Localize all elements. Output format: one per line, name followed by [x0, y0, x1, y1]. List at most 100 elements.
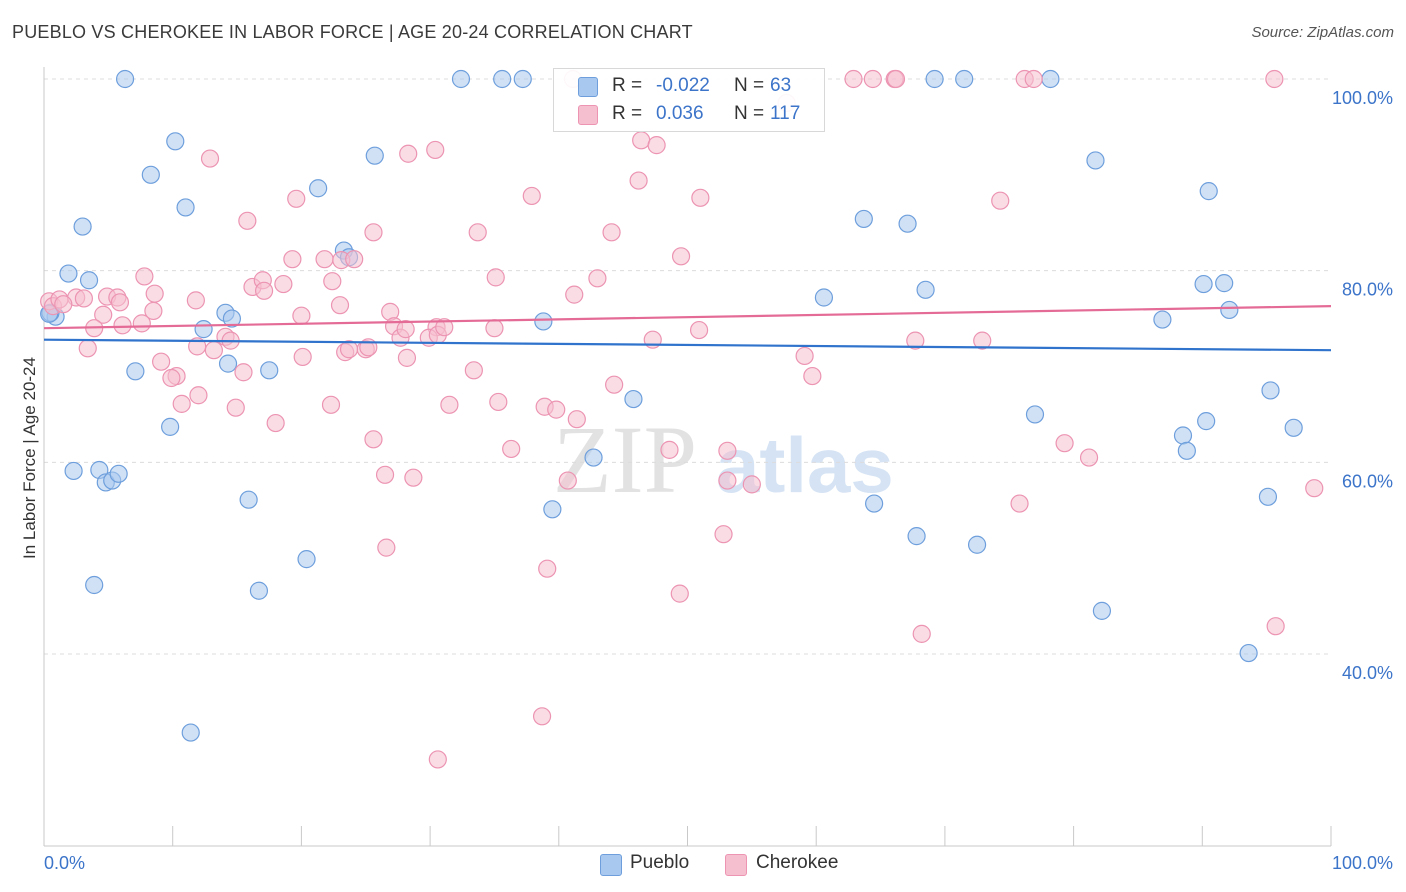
cherokee-point: [234, 363, 253, 382]
pueblo-point: [1239, 643, 1258, 663]
cherokee-point: [200, 149, 220, 168]
cherokee-point: [1024, 69, 1043, 89]
legend-r-value: -0.022: [656, 75, 710, 96]
cherokee-point: [558, 471, 577, 490]
cherokee-point: [397, 348, 417, 367]
cherokee-point: [74, 289, 93, 308]
x-ticks: [43, 826, 1332, 846]
cherokee-point: [266, 413, 285, 433]
pueblo-swatch: [578, 77, 598, 97]
pueblo-point: [126, 362, 145, 381]
pueblo-point: [249, 581, 269, 600]
watermark: ZIP atlas: [553, 406, 894, 513]
y-tick-label: 100.0%: [1332, 88, 1393, 108]
pueblo-point: [181, 723, 200, 742]
cherokee-point: [605, 375, 624, 394]
cherokee-point: [489, 392, 508, 412]
cherokee-point: [718, 441, 737, 460]
cherokee-point: [886, 69, 906, 89]
legend-r-value: 0.036: [656, 103, 704, 124]
cherokee-point: [522, 186, 541, 206]
cherokee-point: [78, 339, 97, 358]
cherokee-swatch: [578, 105, 598, 125]
cherokee-point: [1266, 617, 1285, 636]
cherokee-point: [339, 340, 359, 359]
cherokee-point: [588, 269, 607, 288]
cherokee-point: [292, 306, 311, 325]
x-tick-label-min: 0.0%: [44, 853, 85, 873]
pueblo-legend-label: Pueblo: [630, 852, 690, 873]
watermark-atlas: atlas: [716, 421, 894, 509]
legend-row-cherokee: R = 0.036 N = 117: [554, 100, 824, 128]
pueblo-point: [916, 280, 935, 299]
cherokee-point: [364, 430, 383, 449]
cherokee-point: [226, 398, 245, 417]
cherokee-point: [973, 331, 992, 350]
cherokee-point: [375, 465, 395, 484]
pueblo-point: [624, 389, 643, 409]
cherokee-point: [691, 188, 710, 207]
pueblo-point: [365, 146, 384, 165]
pueblo-point: [260, 361, 279, 380]
pueblo-point: [1153, 310, 1172, 329]
cherokee-point: [602, 223, 621, 242]
pueblo-point: [814, 288, 834, 307]
y-tick-labels: 40.0% 60.0% 80.0% 100.0%: [1332, 88, 1393, 683]
legend-r-label: R =: [612, 75, 643, 96]
cherokee-point: [718, 471, 737, 490]
pueblo-point: [513, 69, 532, 89]
cherokee-point: [1079, 448, 1099, 467]
cherokee-point: [172, 394, 191, 413]
cherokee-point: [803, 366, 822, 386]
cherokee-point: [189, 386, 208, 405]
cherokee-point: [364, 223, 383, 242]
pueblo-point: [222, 309, 242, 328]
cherokee-point: [795, 346, 814, 366]
cherokee-point: [186, 291, 205, 310]
cherokee-point: [1055, 434, 1074, 453]
cherokee-point: [547, 400, 566, 419]
pueblo-point: [534, 312, 553, 331]
pueblo-point: [309, 179, 328, 198]
pueblo-point: [1215, 274, 1234, 293]
pueblo-trend-line: [43, 338, 1332, 352]
pueblo-point: [451, 69, 471, 89]
pueblo-point: [1261, 381, 1280, 400]
cherokee-point: [283, 250, 302, 269]
cherokee-legend-label: Cherokee: [756, 852, 839, 873]
cherokee-point: [399, 144, 418, 163]
cherokee-point: [629, 171, 648, 190]
cherokee-point: [323, 272, 342, 291]
pueblo-point: [1199, 182, 1218, 201]
legend-n-value: 117: [770, 103, 801, 124]
cherokee-point: [647, 136, 666, 155]
cherokee-point: [671, 247, 691, 266]
pueblo-point: [59, 264, 78, 283]
cherokee-point: [54, 295, 73, 314]
pueblo-point: [1177, 441, 1196, 460]
cherokee-point: [345, 250, 364, 269]
cherokee-point: [1305, 479, 1324, 498]
cherokee-point: [315, 250, 334, 269]
cherokee-point: [632, 131, 651, 150]
pueblo-point: [166, 132, 185, 151]
correlation-legend: R = -0.022 N = 63 R = 0.036 N = 117: [553, 68, 825, 132]
pueblo-point: [967, 535, 987, 554]
cherokee-point: [906, 331, 925, 350]
cherokee-point: [1265, 69, 1284, 89]
pueblo-point: [141, 165, 160, 184]
legend-row-pueblo: R = -0.022 N = 63: [554, 72, 824, 100]
pueblo-point: [218, 354, 238, 373]
pueblo-point: [854, 209, 873, 229]
cherokee-point: [426, 140, 445, 160]
pueblo-point: [85, 575, 104, 595]
pueblo-point: [1197, 412, 1216, 431]
cherokee-point: [144, 301, 163, 321]
pueblo-point: [1086, 151, 1105, 170]
cherokee-point: [485, 319, 504, 338]
cherokee-trend-line: [43, 305, 1332, 330]
legend-n-label: N =: [734, 75, 765, 96]
pueblo-point: [1025, 405, 1045, 424]
cherokee-point: [567, 410, 586, 429]
